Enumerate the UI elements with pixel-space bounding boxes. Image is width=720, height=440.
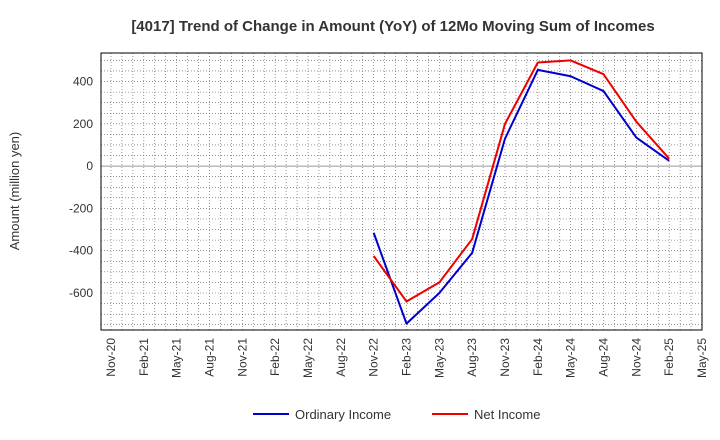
series-line-ordinary-income <box>372 68 670 325</box>
grid <box>101 53 703 330</box>
x-tick-label: Aug-24 <box>597 338 611 377</box>
x-tick-label: Nov-21 <box>235 338 249 377</box>
legend: Ordinary Income Net Income <box>253 407 540 422</box>
y-tick-label: -200 <box>69 201 93 215</box>
legend-label: Net Income <box>474 407 540 422</box>
y-tick-label: -400 <box>69 244 93 258</box>
x-tick-label: Aug-21 <box>203 338 217 377</box>
x-tick-label: Feb-22 <box>268 338 282 376</box>
x-tick-label: Nov-22 <box>367 338 381 377</box>
x-tick-label: Feb-25 <box>662 338 676 376</box>
x-axis-ticks: Nov-20 Feb-21 May-21 Aug-21 Nov-21 Feb-22 May-… <box>104 338 709 378</box>
x-tick-label: May-25 <box>695 338 709 378</box>
y-tick-label: 200 <box>73 117 93 131</box>
x-tick-label: Aug-22 <box>334 338 348 377</box>
y-axis-ticks: -600 -400 -200 0 200 400 <box>69 75 93 300</box>
x-tick-label: Feb-24 <box>531 338 545 376</box>
series-lines <box>372 59 670 325</box>
x-tick-label: May-23 <box>432 338 446 378</box>
plot-area-border <box>100 52 703 331</box>
x-tick-label: May-21 <box>170 338 184 378</box>
series-line-net-income <box>372 59 670 303</box>
y-axis-label: Amount (million yen) <box>7 132 22 251</box>
x-tick-label: Nov-24 <box>629 338 643 377</box>
x-tick-label: Nov-20 <box>104 338 118 377</box>
x-tick-label: Nov-23 <box>498 338 512 377</box>
x-tick-label: Feb-23 <box>400 338 414 376</box>
legend-label: Ordinary Income <box>295 407 391 422</box>
x-tick-label: Aug-23 <box>465 338 479 377</box>
y-tick-label: -600 <box>69 286 93 300</box>
y-tick-label: 0 <box>86 159 93 173</box>
chart-title: [4017] Trend of Change in Amount (YoY) o… <box>131 18 654 35</box>
y-tick-label: 400 <box>73 75 93 89</box>
x-tick-label: Feb-21 <box>137 338 151 376</box>
x-tick-label: May-24 <box>564 338 578 378</box>
x-tick-label: May-22 <box>301 338 315 378</box>
